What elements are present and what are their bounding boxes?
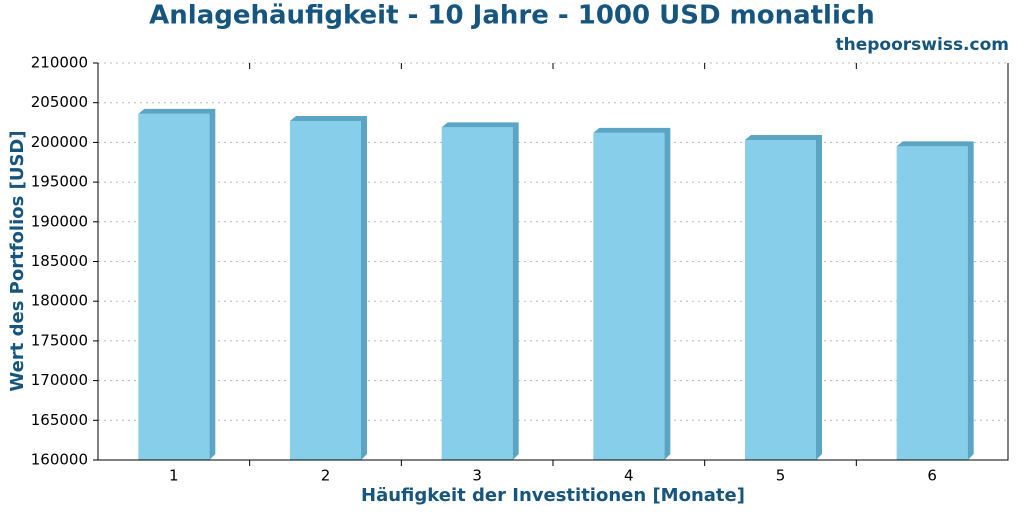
y-tick-label: 180000 (31, 292, 88, 310)
x-tick-label: 4 (624, 467, 634, 485)
axis-frame (97, 63, 1009, 461)
y-tick-label: 200000 (31, 133, 88, 151)
x-tick-label: 5 (776, 467, 786, 485)
bar (593, 127, 671, 460)
bar (138, 108, 216, 460)
y-tick-label: 205000 (31, 93, 88, 111)
y-tick-label: 190000 (31, 212, 88, 230)
x-tick-label: 1 (169, 467, 179, 485)
chart-subtitle: thepoorswiss.com (836, 35, 1010, 55)
bar (896, 141, 974, 460)
y-axis-label: Wert des Portfolios [USD] (7, 130, 28, 391)
y-tick-label: 210000 (31, 54, 88, 72)
bar (441, 122, 519, 461)
y-tick-label: 195000 (31, 173, 88, 191)
bar (290, 115, 367, 460)
y-tick-label: 165000 (31, 411, 88, 429)
chart-title: Anlagehäufigkeit - 10 Jahre - 1000 USD m… (149, 1, 875, 31)
y-tick-label: 160000 (31, 451, 88, 469)
x-axis-label: Häufigkeit der Investitionen [Monate] (361, 485, 745, 506)
y-tick-label: 185000 (31, 252, 88, 270)
x-tick-label: 2 (321, 467, 331, 485)
x-tick-label: 3 (472, 467, 482, 485)
bar (745, 135, 822, 460)
y-tick-label: 170000 (31, 371, 88, 389)
x-tick-label: 6 (927, 467, 937, 485)
y-tick-label: 175000 (31, 331, 88, 349)
